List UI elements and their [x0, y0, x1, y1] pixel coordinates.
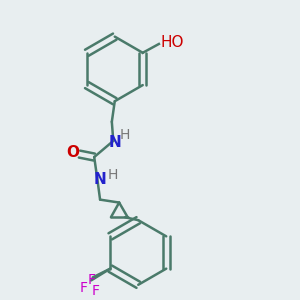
Text: O: O — [67, 145, 80, 160]
Text: F: F — [80, 281, 88, 295]
Text: F: F — [92, 284, 100, 298]
Text: H: H — [108, 168, 119, 182]
Text: F: F — [87, 273, 95, 287]
Text: N: N — [94, 172, 106, 187]
Text: N: N — [108, 135, 121, 150]
Text: H: H — [120, 128, 130, 142]
Text: HO: HO — [160, 35, 184, 50]
